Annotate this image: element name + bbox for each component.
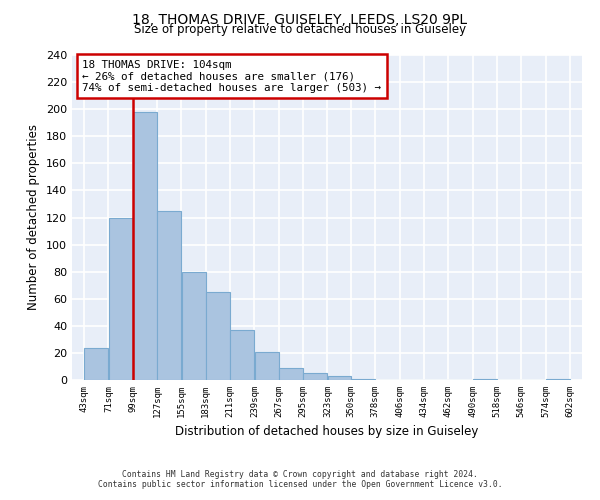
Text: Contains HM Land Registry data © Crown copyright and database right 2024.
Contai: Contains HM Land Registry data © Crown c… [98,470,502,489]
Bar [133,112,157,380]
Bar [328,376,350,380]
Bar [182,272,206,380]
Bar [206,292,230,380]
Bar [109,218,133,380]
Bar [230,330,254,380]
Bar [351,378,375,380]
X-axis label: Distribution of detached houses by size in Guiseley: Distribution of detached houses by size … [175,426,479,438]
Y-axis label: Number of detached properties: Number of detached properties [28,124,40,310]
Text: 18, THOMAS DRIVE, GUISELEY, LEEDS, LS20 9PL: 18, THOMAS DRIVE, GUISELEY, LEEDS, LS20 … [133,12,467,26]
Bar [254,352,278,380]
Text: Size of property relative to detached houses in Guiseley: Size of property relative to detached ho… [134,22,466,36]
Bar [157,210,181,380]
Bar [85,348,108,380]
Bar [473,378,497,380]
Bar [546,378,569,380]
Bar [304,373,327,380]
Text: 18 THOMAS DRIVE: 104sqm
← 26% of detached houses are smaller (176)
74% of semi-d: 18 THOMAS DRIVE: 104sqm ← 26% of detache… [82,60,381,93]
Bar [279,368,303,380]
